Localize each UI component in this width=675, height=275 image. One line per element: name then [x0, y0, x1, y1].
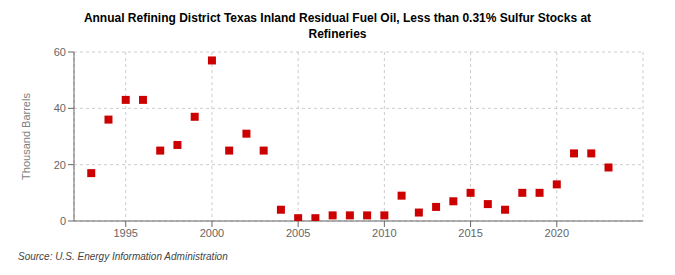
svg-text:Thousand Barrels: Thousand Barrels	[20, 93, 32, 180]
svg-text:40: 40	[54, 102, 66, 114]
svg-text:2015: 2015	[458, 227, 482, 239]
svg-text:20: 20	[54, 159, 66, 171]
html-text:Source: U.S. Energy Informatio: Source: U.S. Energy Information Administ…	[18, 251, 228, 262]
svg-text:1995: 1995	[113, 227, 137, 239]
html-text:Refineries: Refineries	[308, 27, 367, 41]
svg-text:2010: 2010	[372, 227, 396, 239]
svg-text:2000: 2000	[200, 227, 224, 239]
svg-text:2020: 2020	[545, 227, 569, 239]
svg-text:2005: 2005	[286, 227, 310, 239]
html-text:Annual Refining District Texas: Annual Refining District Texas Inland Re…	[83, 11, 592, 25]
svg-text:0: 0	[60, 215, 66, 227]
svg-text:60: 60	[54, 46, 66, 58]
